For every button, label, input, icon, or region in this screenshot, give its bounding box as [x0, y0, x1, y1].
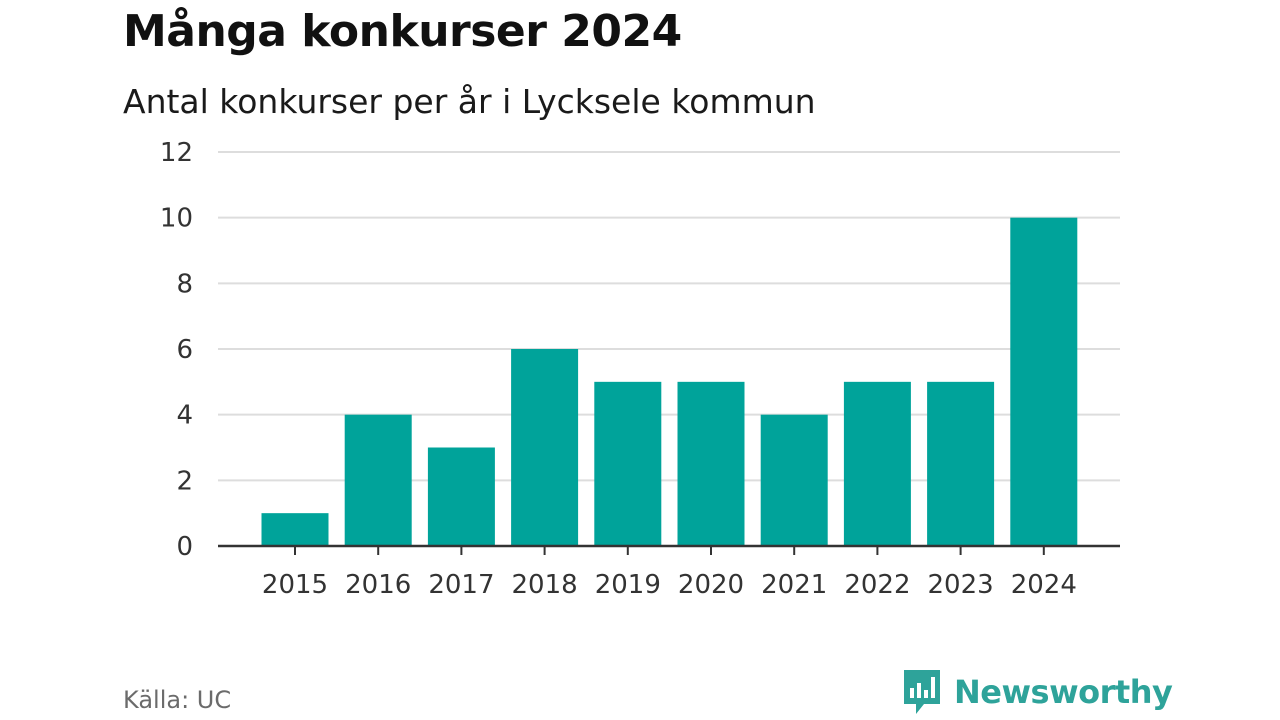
x-tick-label: 2021	[761, 570, 827, 600]
newsworthy-logo-icon	[904, 670, 940, 714]
bar	[427, 447, 495, 546]
y-tick-label: 8	[176, 269, 193, 299]
y-tick-label: 2	[176, 466, 193, 496]
bar	[511, 349, 579, 546]
chart-title: Många konkurser 2024	[123, 6, 682, 57]
x-tick-label: 2023	[928, 570, 994, 600]
x-tick-label: 2017	[428, 570, 494, 600]
x-tick-label: 2019	[595, 570, 661, 600]
y-tick-label: 4	[176, 401, 193, 431]
bar	[594, 381, 662, 546]
x-tick-label: 2024	[1011, 570, 1077, 600]
x-tick-label: 2022	[844, 570, 910, 600]
x-tick-label: 2018	[512, 570, 578, 600]
y-tick-label: 6	[176, 335, 193, 365]
x-tick-label: 2020	[678, 570, 744, 600]
y-tick-label: 0	[176, 532, 193, 562]
y-tick-label: 10	[160, 204, 193, 234]
bar	[927, 381, 995, 546]
bar	[261, 513, 329, 546]
bar	[760, 414, 828, 546]
brand-name: Newsworthy	[954, 673, 1173, 711]
y-tick-label: 12	[160, 138, 193, 168]
brand: Newsworthy	[902, 668, 1173, 716]
bar	[843, 381, 911, 546]
x-tick-label: 2016	[345, 570, 411, 600]
bar	[344, 414, 412, 546]
bar	[1010, 217, 1078, 546]
x-tick-label: 2015	[262, 570, 328, 600]
chart-subtitle: Antal konkurser per år i Lycksele kommun	[123, 82, 816, 121]
source-note: Källa: UC	[123, 686, 232, 714]
bar	[677, 381, 745, 546]
